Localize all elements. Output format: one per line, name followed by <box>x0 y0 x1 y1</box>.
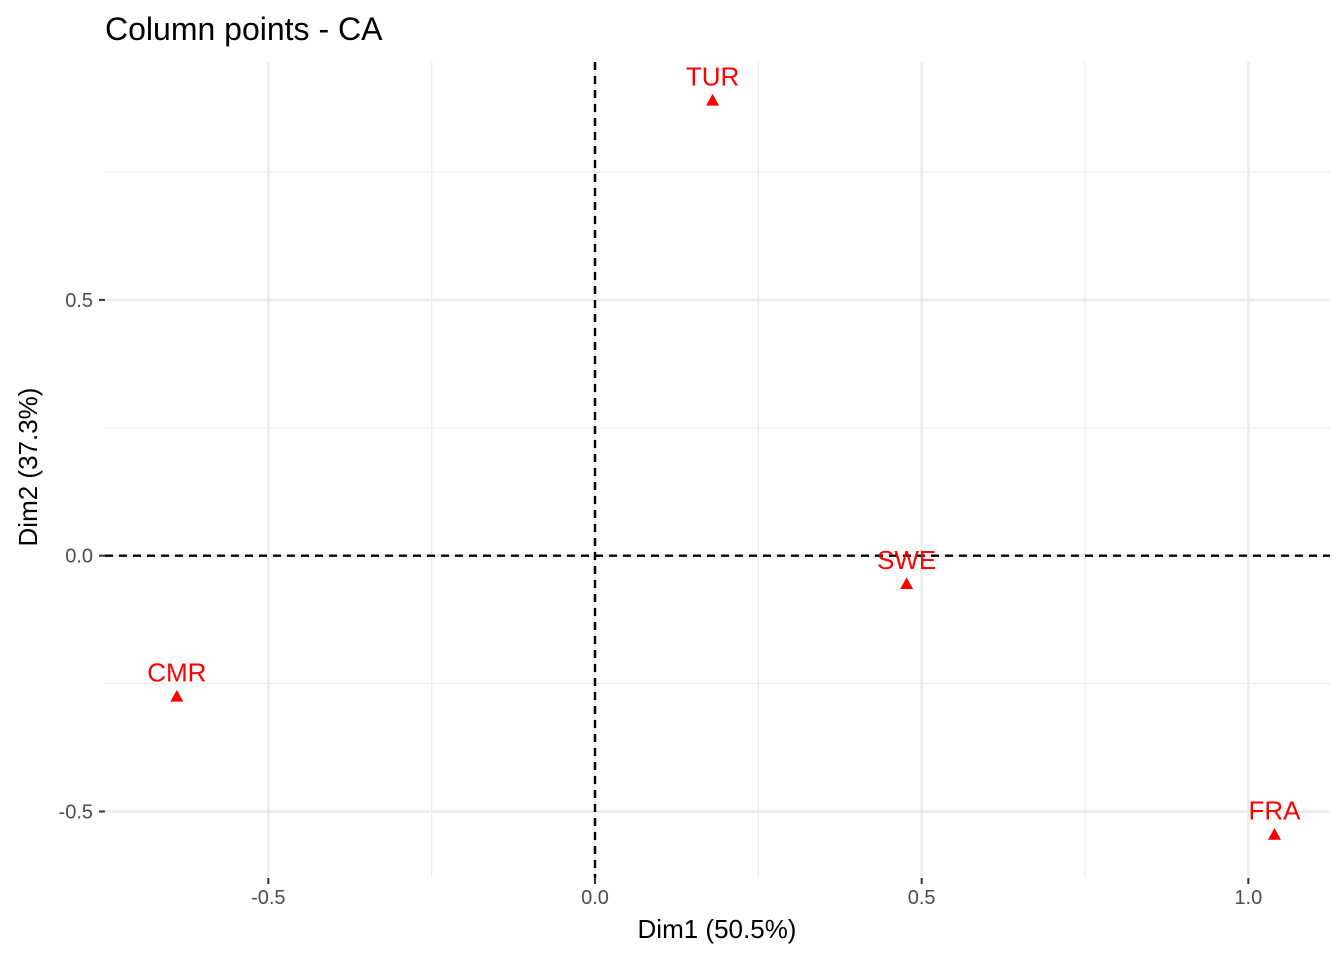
point-marker-swe <box>900 577 914 590</box>
data-points: TUR SWE CMR FRA <box>147 61 1301 840</box>
y-tick-label: -0.5 <box>59 801 93 823</box>
point-label-tur: TUR <box>686 61 739 91</box>
axes: -0.5 0.0 0.5 1.0 0.5 0.0 -0.5 <box>59 290 1263 909</box>
point-marker-fra <box>1267 828 1281 840</box>
x-tick-label: -0.5 <box>251 887 285 909</box>
y-axis-title: Dim2 (37.3%) <box>13 388 43 547</box>
y-tick-label: 0.0 <box>65 546 93 568</box>
reference-lines <box>105 62 1330 878</box>
point-label-cmr: CMR <box>147 657 206 687</box>
point-marker-cmr <box>170 689 184 702</box>
x-axis-title: Dim1 (50.5%) <box>638 914 797 944</box>
x-tick-label: 1.0 <box>1234 887 1262 909</box>
point-label-swe: SWE <box>877 545 936 575</box>
x-tick-label: 0.0 <box>581 887 609 909</box>
point-label-fra: FRA <box>1248 796 1301 826</box>
x-tick-label: 0.5 <box>908 887 936 909</box>
grid <box>105 62 1330 878</box>
point-marker-tur <box>706 93 720 106</box>
y-tick-label: 0.5 <box>65 290 93 312</box>
chart-title: Column points - CA <box>105 11 383 47</box>
